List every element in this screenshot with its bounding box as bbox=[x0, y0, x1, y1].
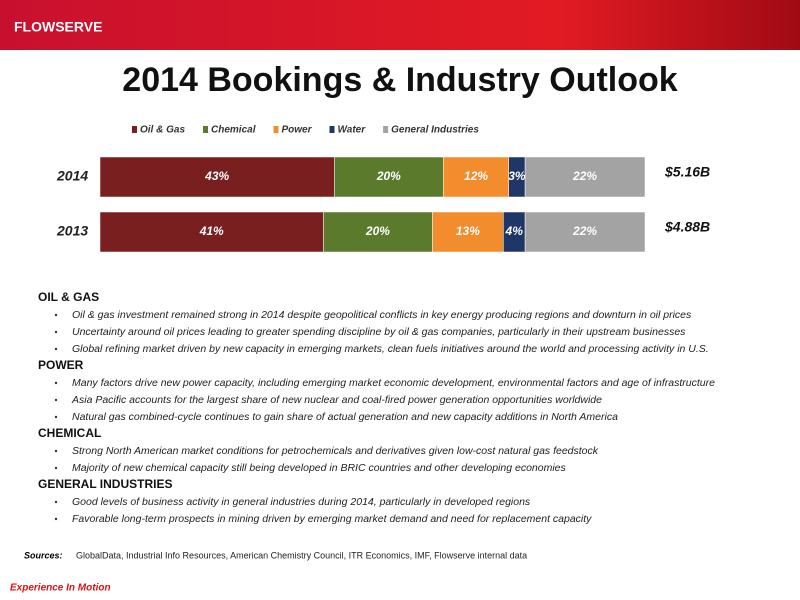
bullet-dot bbox=[54, 415, 58, 419]
footer: Experience In Motion bbox=[10, 583, 111, 594]
header-band bbox=[0, 0, 800, 50]
title: 2014 Bookings & Industry Outlook bbox=[122, 61, 678, 99]
value-label: 13% bbox=[456, 224, 480, 238]
bullet-dot bbox=[54, 381, 58, 385]
legend-label: Power bbox=[281, 125, 312, 136]
bar-segment bbox=[99, 211, 324, 253]
bullet-text: Global refining market driven by new cap… bbox=[72, 343, 709, 355]
section-heading: POWER bbox=[38, 358, 84, 372]
bullet-dot bbox=[54, 517, 58, 521]
bullet-text: Many factors drive new power capacity, i… bbox=[72, 377, 715, 389]
bullet-text: Oil & gas investment remained strong in … bbox=[72, 309, 692, 321]
bullet-dot bbox=[54, 347, 58, 351]
value-label: 20% bbox=[365, 224, 390, 238]
bar-segment bbox=[524, 156, 646, 198]
bullet-dot bbox=[54, 500, 58, 504]
legend-label: General Industries bbox=[391, 125, 479, 136]
sources-text: GlobalData, Industrial Info Resources, A… bbox=[76, 550, 527, 560]
category-label: 2013 bbox=[56, 223, 88, 239]
bullet-text: Natural gas combined-cycle continues to … bbox=[72, 411, 618, 423]
sources-label: Sources: bbox=[24, 550, 63, 560]
category-label: 2014 bbox=[56, 168, 88, 184]
bar-segment bbox=[99, 156, 335, 198]
bullet-text: Uncertainty around oil prices leading to… bbox=[72, 326, 686, 338]
value-label: 4% bbox=[505, 224, 524, 238]
bullet-text: Favorable long-term prospects in mining … bbox=[72, 513, 592, 525]
bullet-dot bbox=[54, 449, 58, 453]
legend-swatch bbox=[383, 126, 389, 133]
bullet-text: Majority of new chemical capacity still … bbox=[72, 462, 567, 474]
value-label: 43% bbox=[204, 169, 229, 183]
bar-segment bbox=[432, 211, 504, 253]
total-label: $4.88B bbox=[664, 219, 710, 235]
value-label: 22% bbox=[572, 169, 597, 183]
bar-segment bbox=[524, 211, 646, 253]
value-label: 22% bbox=[572, 224, 597, 238]
value-label: 12% bbox=[464, 169, 488, 183]
section-heading: CHEMICAL bbox=[38, 426, 101, 440]
bar-segment bbox=[334, 156, 444, 198]
total-label: $5.16B bbox=[664, 164, 710, 180]
legend-swatch bbox=[273, 126, 279, 133]
bullet-dot bbox=[54, 313, 58, 317]
legend-label: Chemical bbox=[211, 125, 256, 136]
value-label: 3% bbox=[508, 169, 526, 183]
bullet-text: Good levels of business activity in gene… bbox=[72, 496, 531, 508]
legend-label: Oil & Gas bbox=[140, 125, 185, 136]
section-heading: OIL & GAS bbox=[38, 290, 99, 304]
bullet-text: Strong North American market conditions … bbox=[72, 445, 599, 457]
legend-label: Water bbox=[338, 125, 367, 136]
bullet-text: Asia Pacific accounts for the largest sh… bbox=[71, 394, 602, 406]
section-heading: GENERAL INDUSTRIES bbox=[38, 477, 172, 491]
bar-segment bbox=[323, 211, 433, 253]
value-label: 41% bbox=[199, 224, 224, 238]
logo: FLOWSERVE bbox=[14, 19, 102, 35]
bullet-dot bbox=[54, 398, 58, 402]
legend-swatch bbox=[132, 126, 137, 133]
value-label: 20% bbox=[376, 169, 401, 183]
bullet-dot bbox=[54, 330, 58, 334]
bar-segment bbox=[443, 156, 510, 198]
bullet-dot bbox=[54, 466, 58, 470]
legend-swatch bbox=[203, 126, 209, 133]
legend-swatch bbox=[329, 126, 335, 133]
